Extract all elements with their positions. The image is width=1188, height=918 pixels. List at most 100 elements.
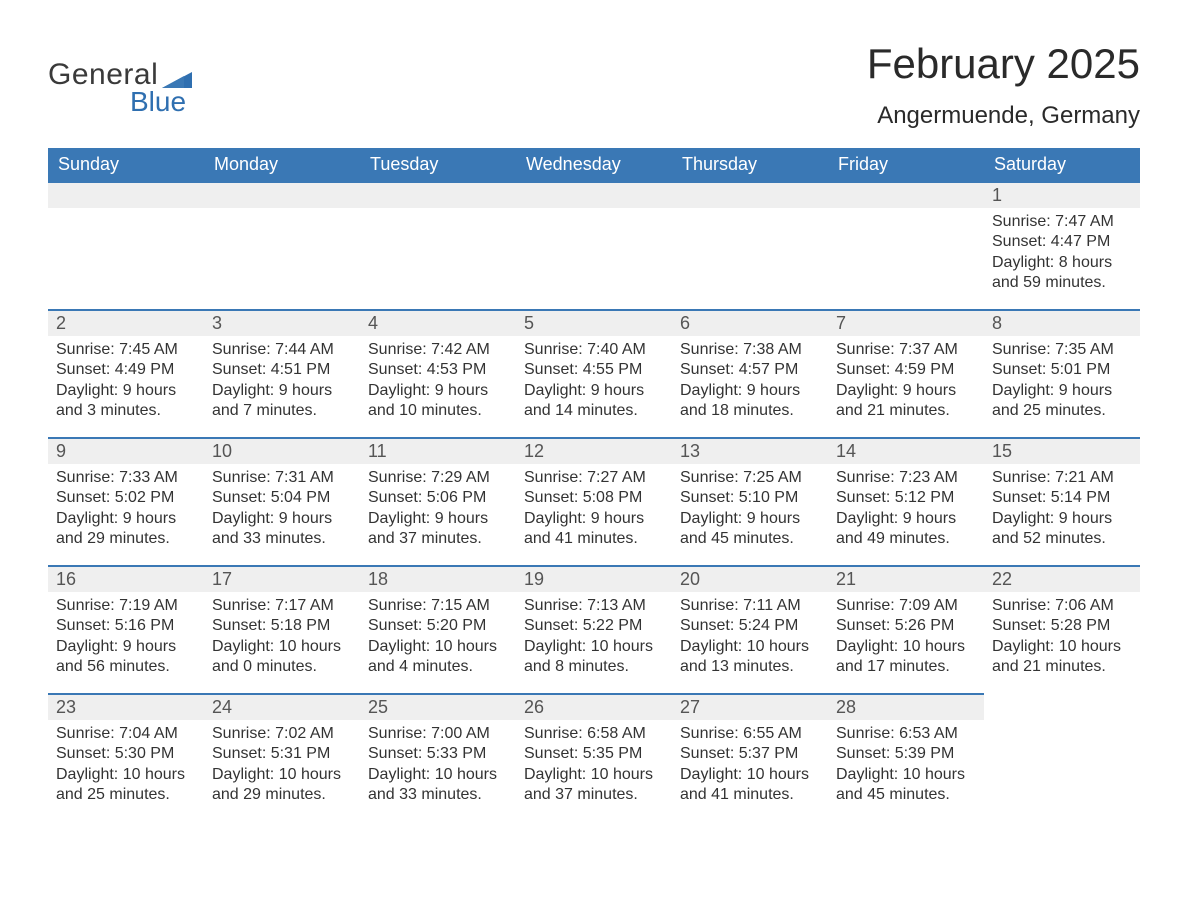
sunrise-line: Sunrise: 7:21 AM — [992, 468, 1132, 488]
day-number: 22 — [984, 565, 1140, 592]
day-details: Sunrise: 7:04 AMSunset: 5:30 PMDaylight:… — [48, 720, 204, 818]
day-number: 7 — [828, 309, 984, 336]
daylight-line-2: and 52 minutes. — [992, 529, 1132, 549]
daylight-line-2: and 37 minutes. — [368, 529, 508, 549]
day-number: 3 — [204, 309, 360, 336]
sunrise-line: Sunrise: 7:45 AM — [56, 340, 196, 360]
day-details: Sunrise: 7:09 AMSunset: 5:26 PMDaylight:… — [828, 592, 984, 690]
day-number: 21 — [828, 565, 984, 592]
calendar-day-cell: 28Sunrise: 6:53 AMSunset: 5:39 PMDayligh… — [828, 693, 984, 821]
calendar-day-cell: 12Sunrise: 7:27 AMSunset: 5:08 PMDayligh… — [516, 437, 672, 565]
daylight-line-1: Daylight: 9 hours — [56, 381, 196, 401]
calendar-day-cell: 25Sunrise: 7:00 AMSunset: 5:33 PMDayligh… — [360, 693, 516, 821]
sunrise-line: Sunrise: 7:25 AM — [680, 468, 820, 488]
daylight-line-1: Daylight: 10 hours — [524, 765, 664, 785]
calendar-day-cell: 18Sunrise: 7:15 AMSunset: 5:20 PMDayligh… — [360, 565, 516, 693]
calendar-week-row: 2Sunrise: 7:45 AMSunset: 4:49 PMDaylight… — [48, 309, 1140, 437]
sunrise-line: Sunrise: 7:29 AM — [368, 468, 508, 488]
sunrise-line: Sunrise: 7:06 AM — [992, 596, 1132, 616]
day-details — [672, 208, 828, 224]
day-number: 15 — [984, 437, 1140, 464]
day-details: Sunrise: 6:55 AMSunset: 5:37 PMDaylight:… — [672, 720, 828, 818]
daylight-line-1: Daylight: 9 hours — [992, 381, 1132, 401]
daylight-line-2: and 33 minutes. — [212, 529, 352, 549]
sunrise-line: Sunrise: 7:09 AM — [836, 596, 976, 616]
sunrise-line: Sunrise: 7:40 AM — [524, 340, 664, 360]
day-number: 11 — [360, 437, 516, 464]
day-number: 6 — [672, 309, 828, 336]
daylight-line-1: Daylight: 9 hours — [212, 509, 352, 529]
calendar-body: 1Sunrise: 7:47 AMSunset: 4:47 PMDaylight… — [48, 181, 1140, 821]
calendar-day-cell: 21Sunrise: 7:09 AMSunset: 5:26 PMDayligh… — [828, 565, 984, 693]
calendar-day-cell: 13Sunrise: 7:25 AMSunset: 5:10 PMDayligh… — [672, 437, 828, 565]
sunrise-line: Sunrise: 7:04 AM — [56, 724, 196, 744]
day-number: 10 — [204, 437, 360, 464]
day-number: 18 — [360, 565, 516, 592]
day-details: Sunrise: 7:19 AMSunset: 5:16 PMDaylight:… — [48, 592, 204, 690]
calendar-day-cell: 3Sunrise: 7:44 AMSunset: 4:51 PMDaylight… — [204, 309, 360, 437]
day-number: 28 — [828, 693, 984, 720]
daylight-line-2: and 45 minutes. — [680, 529, 820, 549]
daylight-line-1: Daylight: 9 hours — [680, 381, 820, 401]
sunrise-line: Sunrise: 7:33 AM — [56, 468, 196, 488]
day-number: 12 — [516, 437, 672, 464]
brand-logo: General Blue — [48, 58, 192, 118]
daylight-line-1: Daylight: 9 hours — [524, 381, 664, 401]
calendar-day-cell: 17Sunrise: 7:17 AMSunset: 5:18 PMDayligh… — [204, 565, 360, 693]
calendar-day-cell: 4Sunrise: 7:42 AMSunset: 4:53 PMDaylight… — [360, 309, 516, 437]
day-details: Sunrise: 7:27 AMSunset: 5:08 PMDaylight:… — [516, 464, 672, 562]
calendar-week-row: 1Sunrise: 7:47 AMSunset: 4:47 PMDaylight… — [48, 181, 1140, 309]
daylight-line-2: and 13 minutes. — [680, 657, 820, 677]
day-details: Sunrise: 7:06 AMSunset: 5:28 PMDaylight:… — [984, 592, 1140, 690]
daylight-line-1: Daylight: 10 hours — [680, 765, 820, 785]
sunrise-line: Sunrise: 7:02 AM — [212, 724, 352, 744]
daylight-line-1: Daylight: 9 hours — [680, 509, 820, 529]
daylight-line-2: and 3 minutes. — [56, 401, 196, 421]
sunset-line: Sunset: 5:02 PM — [56, 488, 196, 508]
day-details: Sunrise: 7:11 AMSunset: 5:24 PMDaylight:… — [672, 592, 828, 690]
day-number: 14 — [828, 437, 984, 464]
calendar-week-row: 16Sunrise: 7:19 AMSunset: 5:16 PMDayligh… — [48, 565, 1140, 693]
calendar-day-cell — [516, 181, 672, 309]
day-details — [828, 208, 984, 224]
day-details — [48, 208, 204, 224]
calendar-day-cell: 7Sunrise: 7:37 AMSunset: 4:59 PMDaylight… — [828, 309, 984, 437]
daylight-line-1: Daylight: 8 hours — [992, 253, 1132, 273]
sunset-line: Sunset: 5:16 PM — [56, 616, 196, 636]
day-details: Sunrise: 6:58 AMSunset: 5:35 PMDaylight:… — [516, 720, 672, 818]
calendar-document: General Blue February 2025 Angermuende, … — [0, 0, 1188, 861]
daylight-line-1: Daylight: 9 hours — [368, 509, 508, 529]
daylight-line-2: and 25 minutes. — [992, 401, 1132, 421]
day-details: Sunrise: 7:40 AMSunset: 4:55 PMDaylight:… — [516, 336, 672, 434]
calendar-week-row: 9Sunrise: 7:33 AMSunset: 5:02 PMDaylight… — [48, 437, 1140, 565]
weekday-header: Sunday — [48, 148, 204, 181]
day-details: Sunrise: 7:38 AMSunset: 4:57 PMDaylight:… — [672, 336, 828, 434]
sunrise-line: Sunrise: 7:44 AM — [212, 340, 352, 360]
sunset-line: Sunset: 5:30 PM — [56, 744, 196, 764]
sunset-line: Sunset: 5:12 PM — [836, 488, 976, 508]
daylight-line-1: Daylight: 10 hours — [836, 637, 976, 657]
day-details: Sunrise: 7:37 AMSunset: 4:59 PMDaylight:… — [828, 336, 984, 434]
calendar-day-cell: 16Sunrise: 7:19 AMSunset: 5:16 PMDayligh… — [48, 565, 204, 693]
day-number: 27 — [672, 693, 828, 720]
sunrise-line: Sunrise: 7:47 AM — [992, 212, 1132, 232]
day-details: Sunrise: 7:15 AMSunset: 5:20 PMDaylight:… — [360, 592, 516, 690]
calendar-day-cell — [984, 693, 1140, 821]
sunset-line: Sunset: 4:51 PM — [212, 360, 352, 380]
sunset-line: Sunset: 5:01 PM — [992, 360, 1132, 380]
weekday-header: Wednesday — [516, 148, 672, 181]
sunrise-line: Sunrise: 7:19 AM — [56, 596, 196, 616]
daylight-line-2: and 18 minutes. — [680, 401, 820, 421]
calendar-day-cell: 8Sunrise: 7:35 AMSunset: 5:01 PMDaylight… — [984, 309, 1140, 437]
day-number: 2 — [48, 309, 204, 336]
calendar-day-cell: 5Sunrise: 7:40 AMSunset: 4:55 PMDaylight… — [516, 309, 672, 437]
daylight-line-2: and 56 minutes. — [56, 657, 196, 677]
day-number — [204, 181, 360, 208]
day-details: Sunrise: 7:33 AMSunset: 5:02 PMDaylight:… — [48, 464, 204, 562]
day-details: Sunrise: 7:17 AMSunset: 5:18 PMDaylight:… — [204, 592, 360, 690]
header-row: General Blue February 2025 Angermuende, … — [48, 40, 1140, 130]
day-number — [672, 181, 828, 208]
sunset-line: Sunset: 4:49 PM — [56, 360, 196, 380]
sunrise-line: Sunrise: 7:38 AM — [680, 340, 820, 360]
sunset-line: Sunset: 5:22 PM — [524, 616, 664, 636]
